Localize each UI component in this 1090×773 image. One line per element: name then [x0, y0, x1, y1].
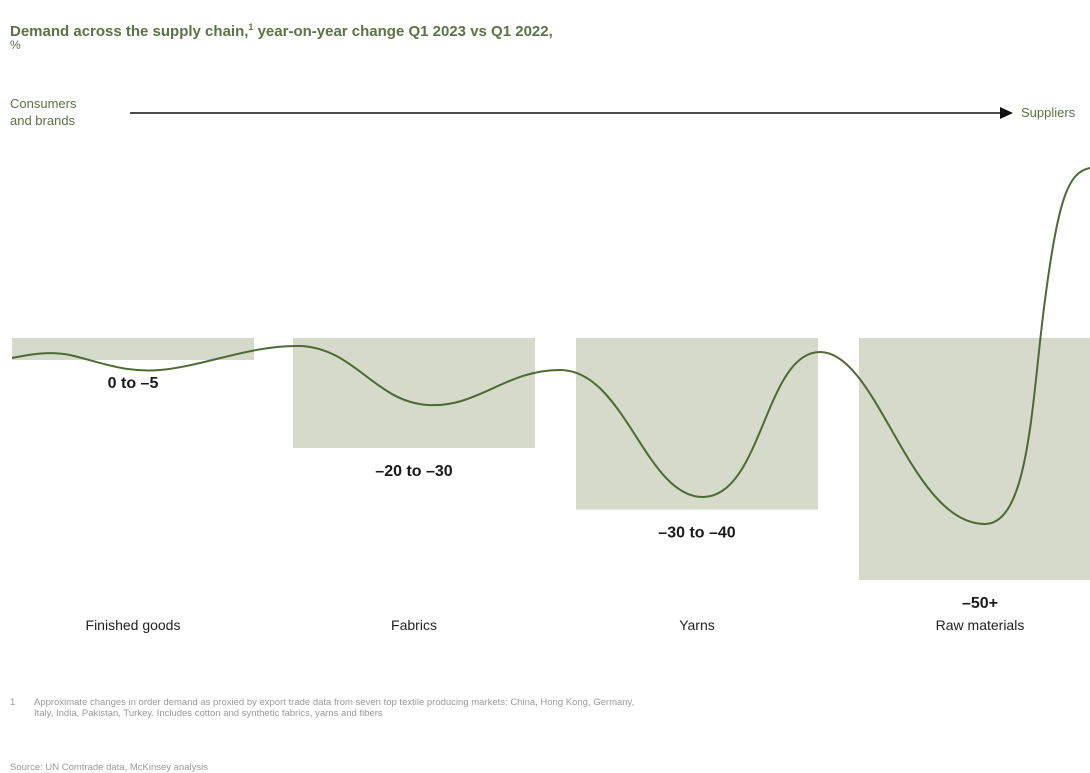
- value-label: –50+: [962, 595, 998, 612]
- category-label-group: Finished goods Fabrics Yarns Raw materials: [86, 617, 1025, 633]
- footnote-text: Approximate changes in order demand as p…: [34, 697, 635, 719]
- flow-start-label: Consumers and brands: [10, 95, 76, 129]
- value-label: –30 to –40: [658, 525, 735, 542]
- chart-title-rest: year-on-year change Q1 2023 vs Q1 2022,: [253, 23, 553, 40]
- bar-fabrics: [293, 338, 535, 448]
- category-label: Yarns: [679, 617, 715, 633]
- value-label: –20 to –30: [375, 463, 452, 480]
- category-label: Fabrics: [391, 617, 437, 633]
- bar-group: [12, 338, 1090, 580]
- category-label: Raw materials: [936, 617, 1025, 633]
- chart-title: Demand across the supply chain,1 year-on…: [10, 16, 910, 43]
- value-label-group: 0 to –5 –20 to –30 –30 to –40 –50+: [108, 375, 998, 612]
- footnote: 1 Approximate changes in order demand as…: [10, 697, 650, 719]
- bar-yarns: [576, 338, 818, 510]
- demand-curve-line: [11, 167, 1090, 526]
- category-label: Finished goods: [86, 617, 181, 633]
- flow-start-line1: Consumers: [10, 96, 77, 111]
- unit-label: %: [10, 38, 21, 52]
- flow-start-line2: and brands: [10, 113, 76, 128]
- footnote-number: 1: [10, 697, 16, 708]
- bar-raw-materials: [859, 338, 1090, 580]
- flow-arrow-head-icon: [1000, 107, 1013, 119]
- value-label: 0 to –5: [108, 375, 159, 392]
- chart-title-text: Demand across the supply chain,: [10, 23, 249, 40]
- title-footnote-marker: 1: [248, 22, 254, 32]
- bar-finished-goods: [12, 338, 254, 360]
- flow-end-label: Suppliers: [1021, 105, 1076, 120]
- source-note: Source: UN Comtrade data, McKinsey analy…: [10, 762, 208, 773]
